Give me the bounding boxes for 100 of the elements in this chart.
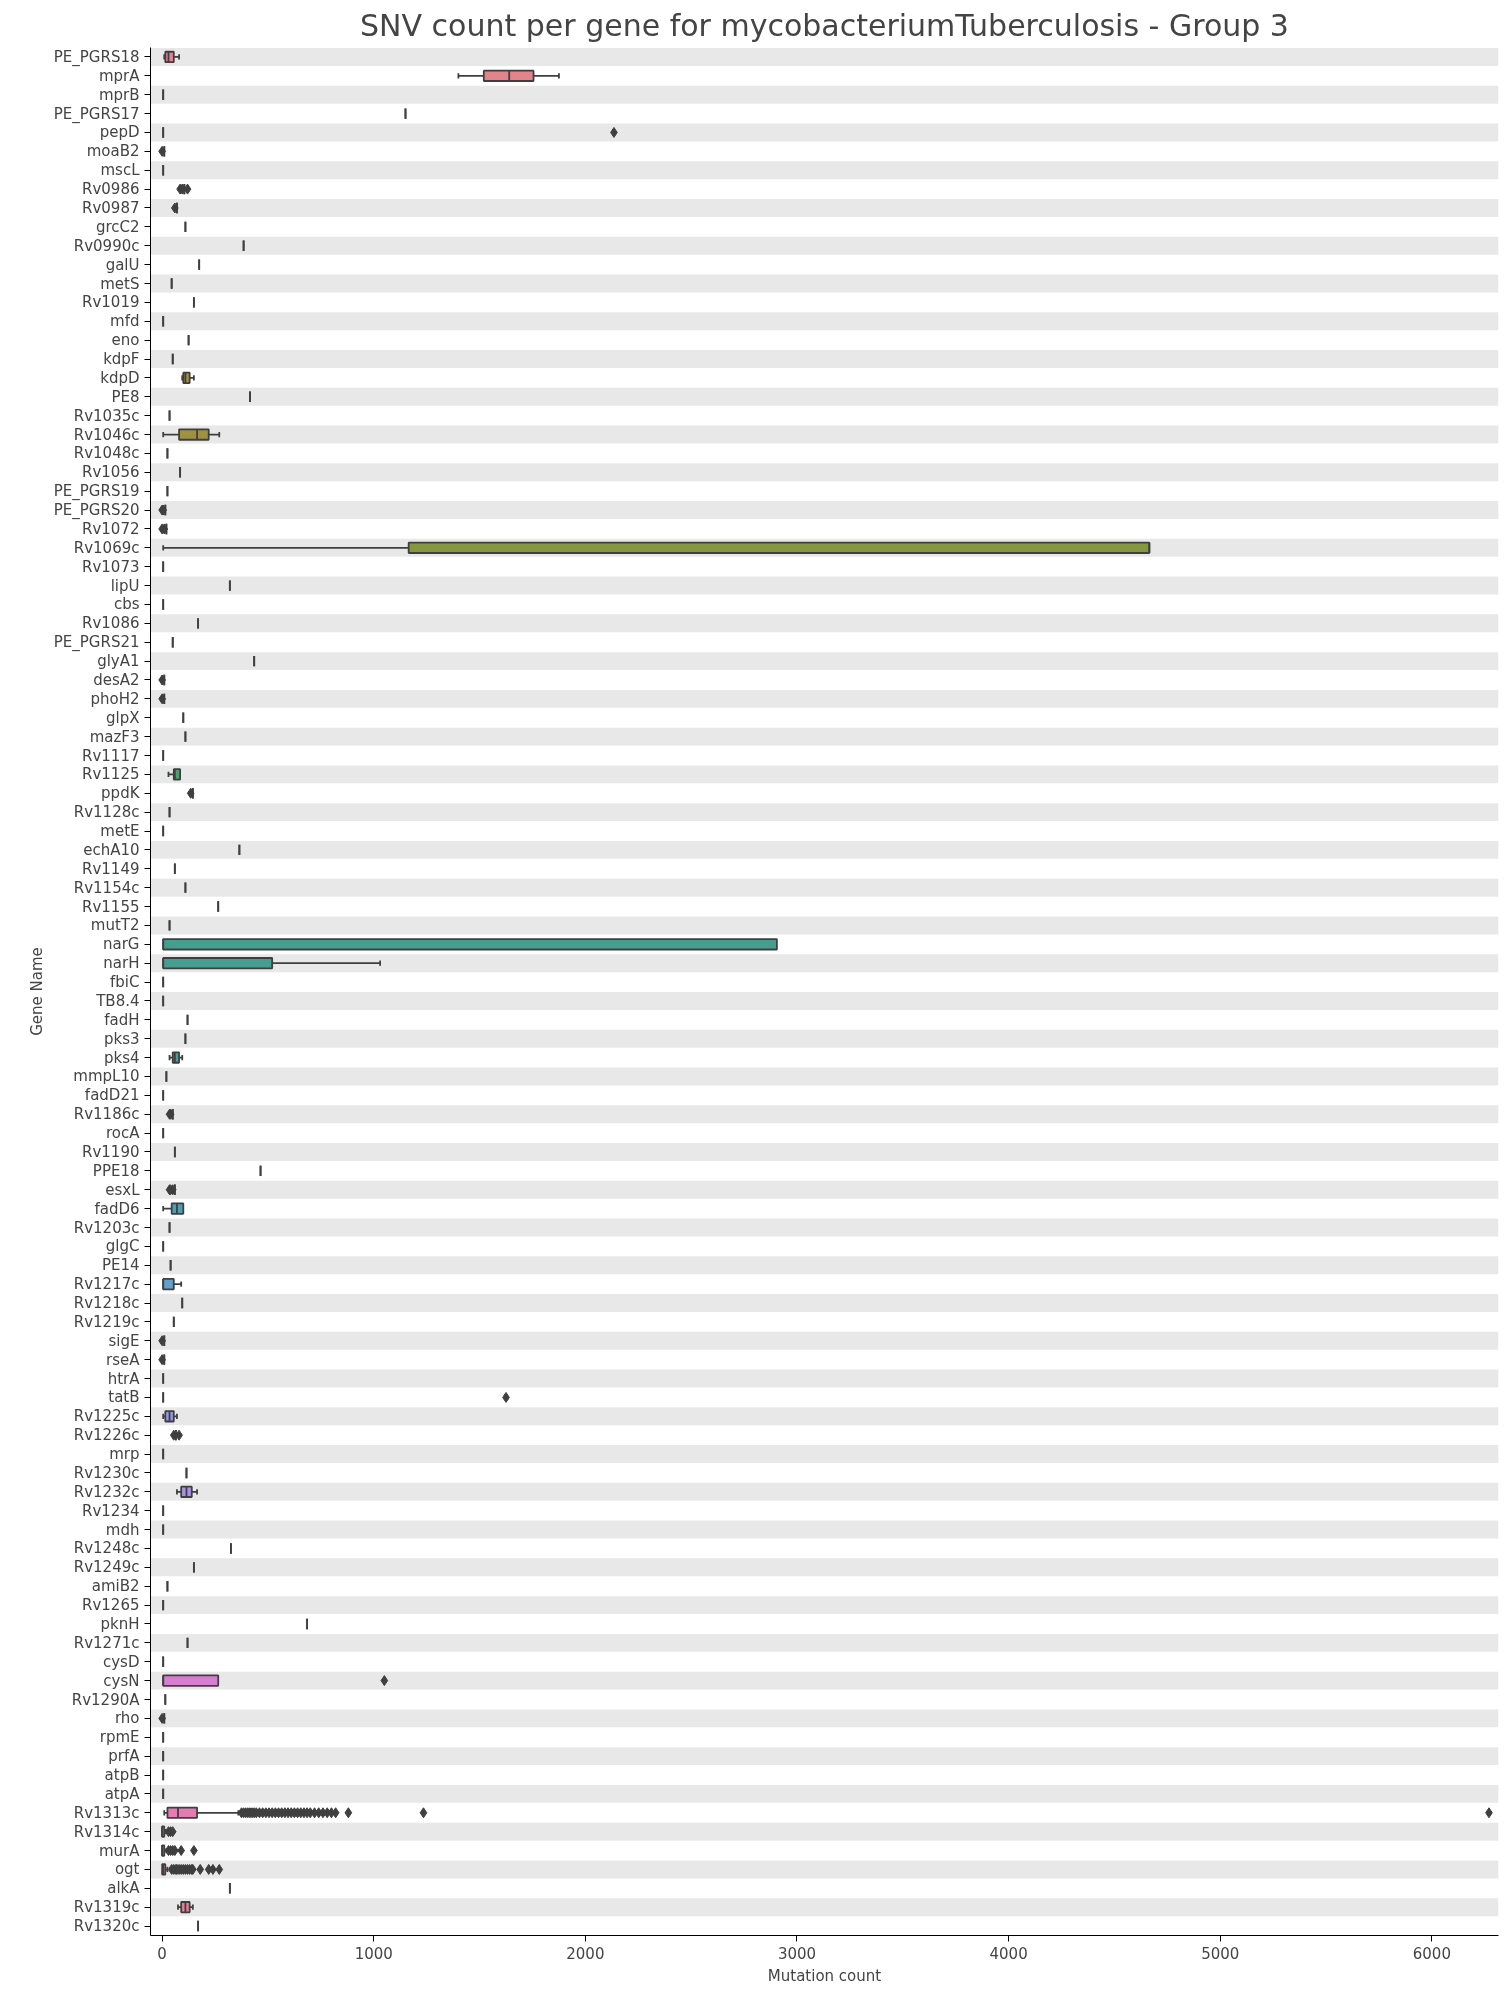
y-tick-label: mprA xyxy=(98,66,141,85)
y-tick-label: Rv0987 xyxy=(82,198,140,217)
y-tick-label: Rv1265 xyxy=(82,1596,140,1615)
y-tick-label: Rv1234 xyxy=(82,1501,140,1520)
y-tick-label: cysD xyxy=(103,1652,140,1671)
y-tick-label: pks4 xyxy=(103,1048,140,1067)
y-tick-label: metE xyxy=(100,822,140,841)
y-tick-label: Rv1149 xyxy=(82,859,140,878)
y-tick-label: sigE xyxy=(108,1331,140,1350)
y-tick-label: mrp xyxy=(109,1445,140,1464)
y-tick-label: Rv1117 xyxy=(82,746,140,765)
y-tick-label: htrA xyxy=(107,1369,141,1388)
y-tick-label: pknH xyxy=(100,1614,140,1633)
y-tick-label: Rv1203c xyxy=(73,1218,140,1237)
y-tick-label: desA2 xyxy=(93,670,140,689)
y-tick-label: Rv1290A xyxy=(71,1690,141,1709)
y-tick-label: fadH xyxy=(104,1010,140,1029)
y-tick-label: Rv1190 xyxy=(82,1142,140,1161)
y-tick-label: mutT2 xyxy=(90,916,140,935)
y-tick-label: Rv1048c xyxy=(73,444,140,463)
y-tick-label: prfA xyxy=(108,1747,141,1766)
y-tick-label: mprB xyxy=(98,85,140,104)
x-tick-label: 6000 xyxy=(1412,1944,1451,1963)
y-tick-label: Rv1314c xyxy=(73,1822,140,1841)
y-tick-label: ppdK xyxy=(101,784,141,803)
y-tick-label: PE_PGRS21 xyxy=(53,633,140,653)
y-tick-label: Rv1155 xyxy=(82,897,140,916)
y-tick-label: pepD xyxy=(99,123,140,142)
y-tick-label: PE_PGRS19 xyxy=(53,482,140,502)
y-tick-label: PE_PGRS18 xyxy=(53,47,140,67)
y-tick-label: mfd xyxy=(110,312,140,331)
y-tick-label: atpA xyxy=(104,1784,141,1803)
y-tick-label: esxL xyxy=(105,1180,141,1199)
y-tick-label: murA xyxy=(98,1841,141,1860)
x-tick-label: 0 xyxy=(157,1944,167,1963)
y-tick-label: tatB xyxy=(108,1388,140,1407)
y-tick-label: rpmE xyxy=(99,1728,140,1747)
y-tick-label: Rv1225c xyxy=(73,1407,140,1426)
y-tick-label: echA10 xyxy=(83,840,140,859)
y-tick-label: phoH2 xyxy=(90,689,140,708)
y-tick-label: rho xyxy=(114,1709,140,1728)
y-tick-label: Rv1046c xyxy=(73,425,140,444)
y-tick-label: alkA xyxy=(107,1879,141,1898)
y-tick-label: narH xyxy=(103,954,140,973)
y-tick-label: eno xyxy=(111,331,140,350)
y-tick-label: atpB xyxy=(104,1766,140,1785)
y-tick-label: Rv1072 xyxy=(82,519,140,538)
y-axis-title: Gene Name xyxy=(27,947,46,1036)
y-tick-label: amiB2 xyxy=(91,1577,140,1596)
y-tick-label: PE8 xyxy=(111,387,140,406)
y-tick-label: Rv1218c xyxy=(73,1294,140,1313)
y-tick-label: Rv1226c xyxy=(73,1426,140,1445)
y-tick-label: lipU xyxy=(110,576,140,595)
y-tick-label: pks3 xyxy=(103,1029,140,1048)
y-tick-label: PE_PGRS20 xyxy=(53,501,140,521)
y-tick-label: Rv0986 xyxy=(82,180,140,199)
y-tick-label: rocA xyxy=(105,1124,141,1143)
y-tick-label: PPE18 xyxy=(92,1161,140,1180)
y-tick-label: mazF3 xyxy=(89,727,140,746)
y-tick-label: Rv1069c xyxy=(73,538,140,557)
y-tick-label: fadD6 xyxy=(94,1199,140,1218)
y-tick-label: Rv1313c xyxy=(73,1803,140,1822)
y-tick-label: Rv1232c xyxy=(73,1482,140,1501)
y-tick-label: mmpL10 xyxy=(73,1067,140,1086)
y-tick-label: mscL xyxy=(100,161,141,180)
y-tick-label: Rv1056 xyxy=(82,463,140,482)
y-tick-label: glyA1 xyxy=(97,652,140,671)
x-tick-label: 3000 xyxy=(777,1944,817,1963)
x-tick-label: 2000 xyxy=(566,1944,605,1963)
y-tick-label: Rv1230c xyxy=(73,1463,140,1482)
y-tick-label: grcC2 xyxy=(95,217,140,236)
y-tick-label: Rv1128c xyxy=(73,803,140,822)
y-tick-label: Rv1271c xyxy=(73,1633,140,1652)
y-tick-label: kdpD xyxy=(100,368,140,387)
y-tick-label: PE14 xyxy=(101,1256,140,1275)
y-tick-label: mdh xyxy=(105,1520,140,1539)
y-tick-label: Rv1125 xyxy=(82,765,140,784)
y-tick-label: fbiC xyxy=(110,973,140,992)
y-tick-label: glpX xyxy=(106,708,140,727)
y-tick-label: Rv0990c xyxy=(73,236,140,255)
x-tick-label: 5000 xyxy=(1201,1944,1240,1963)
y-tick-label: glgC xyxy=(105,1237,140,1256)
y-tick-label: cysN xyxy=(103,1671,140,1690)
y-tick-label: narG xyxy=(103,935,140,954)
y-tick-label: ogt xyxy=(114,1860,140,1879)
y-tick-label: Rv1035c xyxy=(73,406,140,425)
y-tick-label: PE_PGRS17 xyxy=(53,104,140,124)
y-tick-label: cbs xyxy=(113,595,140,614)
y-tick-label: Rv1186c xyxy=(73,1105,140,1124)
y-tick-label: metS xyxy=(100,274,140,293)
y-tick-label: Rv1154c xyxy=(73,878,140,897)
chart-title: SNV count per gene for mycobacteriumTuberculosis - Group 3 xyxy=(360,7,1289,43)
y-tick-label: moaB2 xyxy=(86,142,140,161)
y-tick-label: Rv1217c xyxy=(73,1275,140,1294)
y-tick-label: Rv1249c xyxy=(73,1558,140,1577)
y-tick-label: TB8.4 xyxy=(95,991,140,1010)
y-tick-label: Rv1086 xyxy=(82,614,140,633)
y-tick-label: Rv1019 xyxy=(82,293,140,312)
y-tick-label: Rv1320c xyxy=(73,1917,140,1936)
y-tick-label: Rv1319c xyxy=(73,1898,140,1917)
